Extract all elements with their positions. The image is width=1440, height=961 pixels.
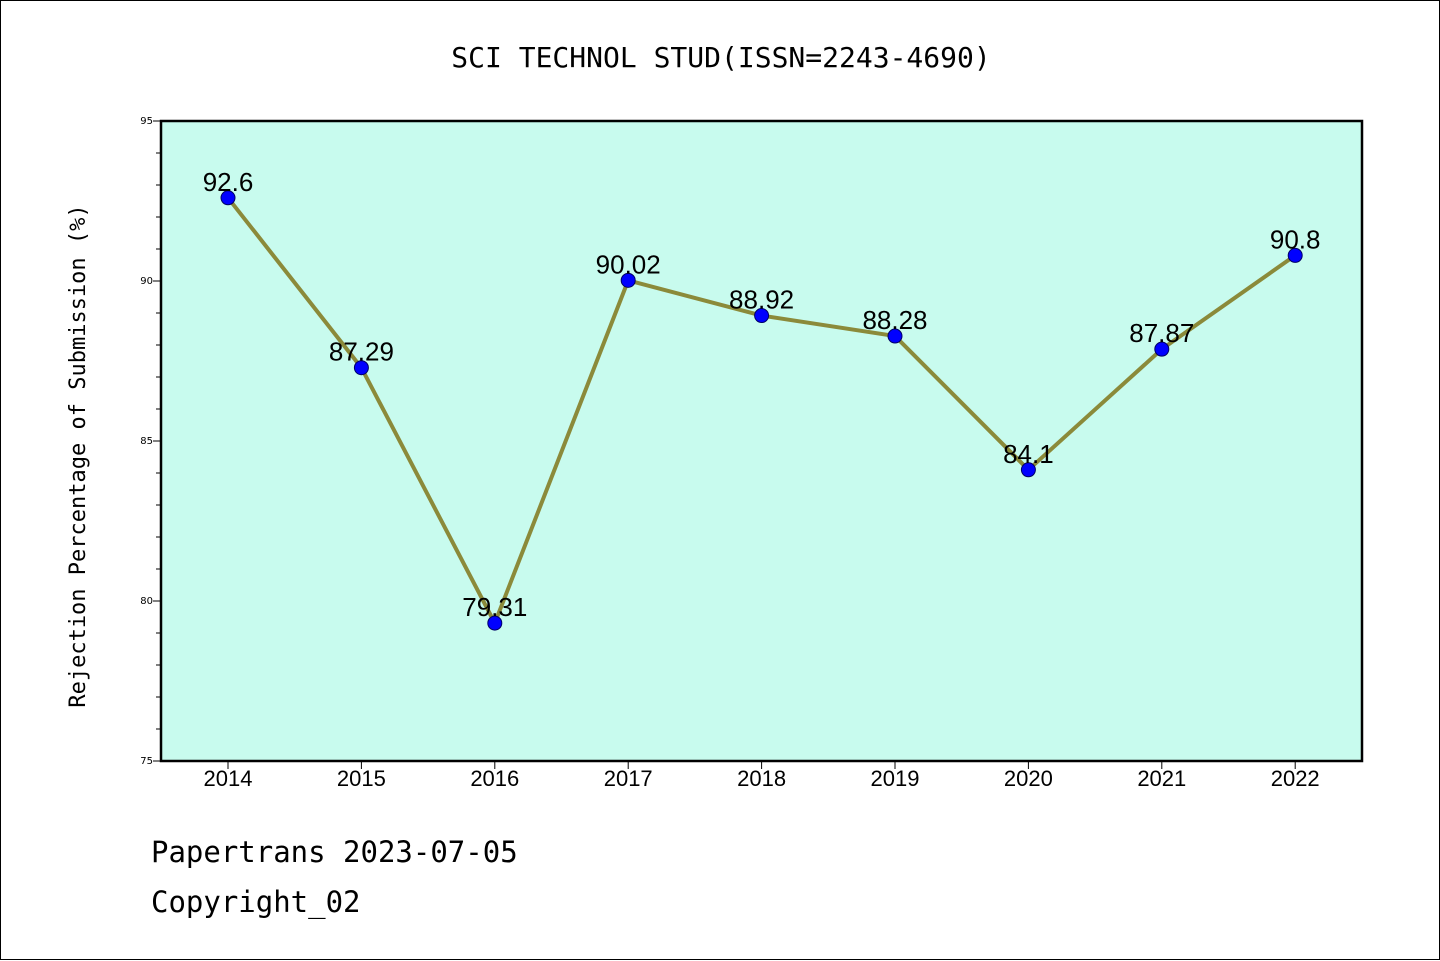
y-tick-label: 80 [140,596,153,607]
data-point [487,615,503,631]
data-label: 84.1 [1003,439,1054,469]
x-tick-label: 2022 [1271,766,1320,791]
data-label: 90.8 [1270,224,1321,254]
y-axis-label: Rejection Percentage of Submission (%) [66,204,91,707]
data-label: 90.02 [596,249,661,279]
data-point [620,272,636,288]
chart-title: SCI TECHNOL STUD(ISSN=2243-4690) [451,41,990,74]
data-label: 92.6 [203,167,254,197]
x-tick-label: 2016 [470,766,519,791]
plot-area [159,119,1364,763]
data-points [220,190,1303,631]
data-label: 88.28 [862,305,927,335]
y-tick-label: 85 [140,436,153,447]
x-tick-label: 2021 [1137,766,1186,791]
data-point [353,360,369,376]
y-tick-label: 95 [140,116,153,127]
x-tick-label: 2017 [604,766,653,791]
data-point [1287,247,1303,263]
data-label: 87.29 [329,337,394,367]
data-point [1154,341,1170,357]
x-tick-label: 2019 [871,766,920,791]
y-tick-label: 75 [140,756,153,767]
y-tick-label: 90 [140,276,153,287]
data-point [1020,462,1036,478]
data-point [887,328,903,344]
footer-copyright: Copyright_02 [151,885,361,919]
x-tick-label: 2018 [737,766,786,791]
data-label: 79.31 [462,592,527,622]
x-tick-label: 2014 [204,766,253,791]
x-tick-label: 2020 [1004,766,1053,791]
x-tick-label: 2015 [337,766,386,791]
data-label: 87.87 [1129,318,1194,348]
footer-date: Papertrans 2023-07-05 [151,835,518,869]
data-point [220,190,236,206]
data-point [754,308,770,324]
data-label: 88.92 [729,285,794,315]
data-labels: 92.6 87.29 79.31 90.02 88.92 88.28 84.1 87.87 90… [203,167,1321,622]
x-axis: 2014 2015 2016 2017 2018 2019 2020 2021 2022 [204,761,1320,791]
y-axis: 75 80 85 90 95 [140,116,161,767]
